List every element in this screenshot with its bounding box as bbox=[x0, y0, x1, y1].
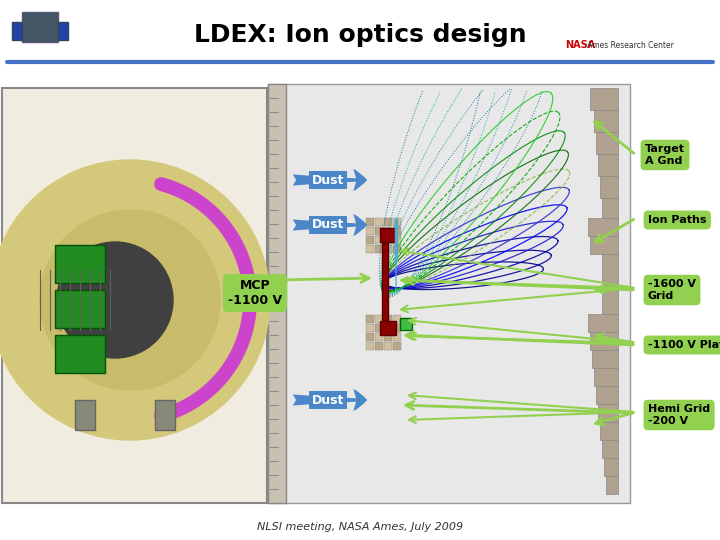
Text: NLSI meeting, NASA Ames, July 2009: NLSI meeting, NASA Ames, July 2009 bbox=[257, 522, 463, 531]
Text: Dust: Dust bbox=[312, 219, 344, 232]
FancyBboxPatch shape bbox=[22, 12, 58, 43]
FancyBboxPatch shape bbox=[375, 218, 383, 226]
FancyBboxPatch shape bbox=[590, 88, 618, 110]
Text: Dust: Dust bbox=[312, 173, 344, 186]
FancyBboxPatch shape bbox=[600, 176, 618, 198]
FancyBboxPatch shape bbox=[366, 315, 374, 323]
FancyBboxPatch shape bbox=[393, 218, 401, 226]
FancyBboxPatch shape bbox=[375, 227, 383, 235]
FancyBboxPatch shape bbox=[393, 236, 401, 244]
FancyBboxPatch shape bbox=[55, 245, 105, 283]
FancyBboxPatch shape bbox=[375, 333, 383, 341]
Circle shape bbox=[57, 242, 173, 358]
FancyBboxPatch shape bbox=[393, 227, 401, 235]
FancyBboxPatch shape bbox=[366, 236, 374, 244]
Text: Ion Paths: Ion Paths bbox=[648, 215, 706, 225]
FancyBboxPatch shape bbox=[375, 236, 383, 244]
Text: NASA: NASA bbox=[565, 40, 595, 50]
FancyBboxPatch shape bbox=[594, 368, 618, 386]
FancyBboxPatch shape bbox=[602, 440, 618, 458]
Circle shape bbox=[0, 160, 270, 440]
FancyBboxPatch shape bbox=[588, 314, 618, 332]
FancyBboxPatch shape bbox=[384, 245, 392, 253]
FancyBboxPatch shape bbox=[375, 342, 383, 350]
FancyBboxPatch shape bbox=[606, 476, 618, 494]
FancyBboxPatch shape bbox=[268, 84, 286, 503]
FancyBboxPatch shape bbox=[366, 342, 374, 350]
Text: Hemi Grid
-200 V: Hemi Grid -200 V bbox=[648, 404, 710, 426]
FancyBboxPatch shape bbox=[393, 324, 401, 332]
FancyBboxPatch shape bbox=[596, 386, 618, 404]
FancyBboxPatch shape bbox=[366, 218, 374, 226]
FancyBboxPatch shape bbox=[375, 245, 383, 253]
Text: Target
A Gnd: Target A Gnd bbox=[645, 144, 685, 166]
FancyBboxPatch shape bbox=[384, 218, 392, 226]
FancyBboxPatch shape bbox=[380, 228, 396, 242]
FancyBboxPatch shape bbox=[592, 350, 618, 368]
FancyBboxPatch shape bbox=[594, 110, 618, 132]
FancyBboxPatch shape bbox=[366, 324, 374, 332]
FancyBboxPatch shape bbox=[12, 22, 22, 40]
Circle shape bbox=[40, 210, 220, 390]
FancyBboxPatch shape bbox=[598, 154, 618, 176]
FancyBboxPatch shape bbox=[380, 321, 396, 335]
FancyBboxPatch shape bbox=[400, 318, 412, 330]
Text: MCP
-1100 V: MCP -1100 V bbox=[228, 279, 282, 307]
Text: -1600 V
Grid: -1600 V Grid bbox=[648, 279, 696, 301]
FancyBboxPatch shape bbox=[598, 404, 618, 422]
Text: -1100 V Plate: -1100 V Plate bbox=[648, 340, 720, 350]
FancyBboxPatch shape bbox=[393, 245, 401, 253]
FancyBboxPatch shape bbox=[384, 227, 392, 235]
FancyBboxPatch shape bbox=[155, 400, 175, 430]
FancyBboxPatch shape bbox=[382, 242, 388, 321]
Text: Dust: Dust bbox=[312, 394, 344, 407]
Text: Ames Research Center: Ames Research Center bbox=[587, 40, 673, 50]
FancyBboxPatch shape bbox=[384, 333, 392, 341]
FancyBboxPatch shape bbox=[602, 198, 618, 218]
FancyBboxPatch shape bbox=[588, 218, 618, 236]
FancyBboxPatch shape bbox=[366, 333, 374, 341]
FancyBboxPatch shape bbox=[600, 422, 618, 440]
FancyBboxPatch shape bbox=[384, 236, 392, 244]
FancyBboxPatch shape bbox=[590, 236, 618, 254]
FancyBboxPatch shape bbox=[590, 332, 618, 350]
FancyBboxPatch shape bbox=[55, 290, 105, 328]
FancyBboxPatch shape bbox=[366, 245, 374, 253]
FancyBboxPatch shape bbox=[366, 227, 374, 235]
FancyBboxPatch shape bbox=[393, 342, 401, 350]
FancyBboxPatch shape bbox=[384, 315, 392, 323]
FancyBboxPatch shape bbox=[393, 315, 401, 323]
FancyBboxPatch shape bbox=[55, 335, 105, 373]
FancyBboxPatch shape bbox=[58, 22, 68, 40]
FancyBboxPatch shape bbox=[393, 333, 401, 341]
Text: LDEX: Ion optics design: LDEX: Ion optics design bbox=[194, 23, 526, 47]
FancyBboxPatch shape bbox=[602, 254, 618, 314]
FancyBboxPatch shape bbox=[384, 342, 392, 350]
FancyBboxPatch shape bbox=[375, 324, 383, 332]
FancyBboxPatch shape bbox=[604, 458, 618, 476]
FancyBboxPatch shape bbox=[375, 315, 383, 323]
FancyBboxPatch shape bbox=[75, 400, 95, 430]
FancyBboxPatch shape bbox=[268, 84, 630, 503]
FancyBboxPatch shape bbox=[596, 132, 618, 154]
FancyBboxPatch shape bbox=[384, 324, 392, 332]
FancyBboxPatch shape bbox=[2, 88, 267, 503]
